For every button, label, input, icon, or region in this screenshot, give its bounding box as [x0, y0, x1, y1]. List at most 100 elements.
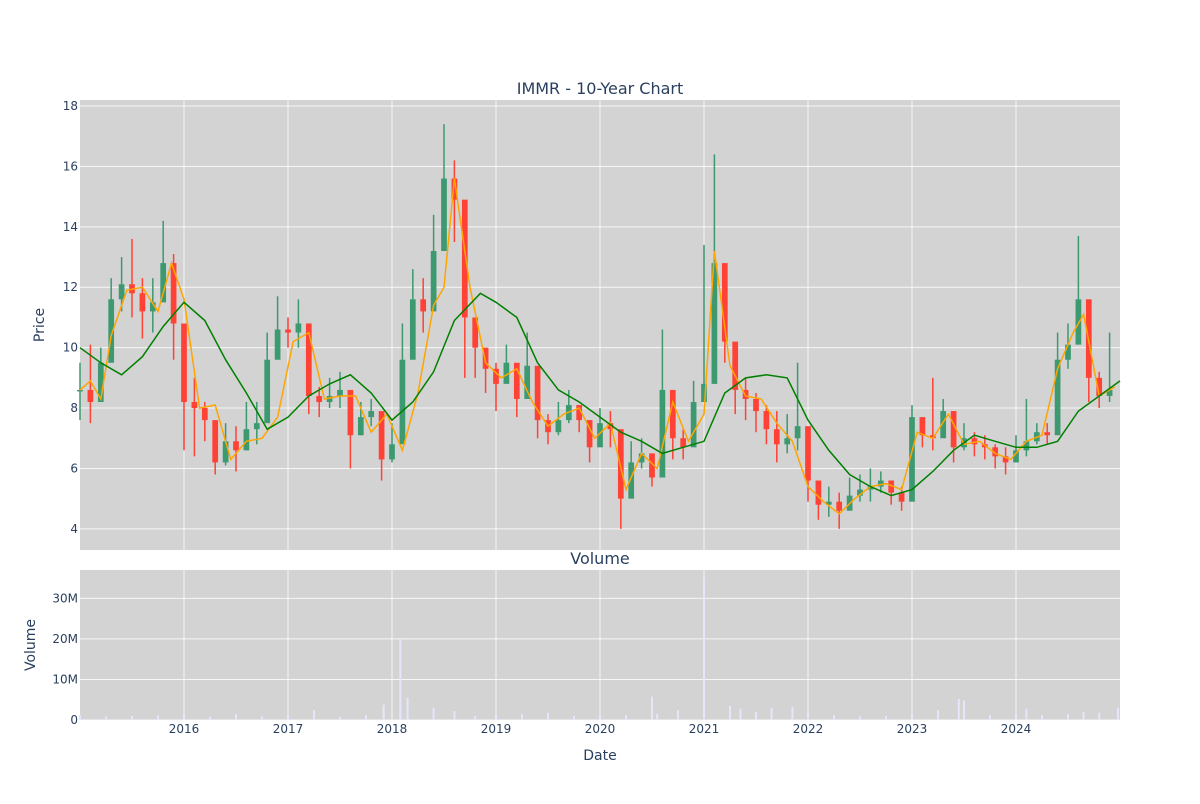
volume-bar — [382, 704, 385, 720]
price-y-tick-label: 12 — [63, 280, 78, 294]
candle-body — [680, 438, 687, 448]
candle-body — [108, 299, 115, 363]
chart-title: IMMR - 10-Year Chart — [517, 79, 684, 98]
candle-body — [628, 462, 635, 499]
candle-body — [97, 362, 104, 403]
candle-body — [690, 402, 697, 448]
candle-body — [389, 444, 395, 460]
volume-bar — [365, 715, 367, 720]
candle-body — [1096, 377, 1103, 396]
volume-bar — [739, 708, 742, 720]
volume-y-tick-label: 20M — [52, 632, 78, 646]
candle-body — [493, 368, 499, 384]
candle-body — [888, 480, 895, 493]
candle-body — [940, 411, 947, 439]
candle-body — [482, 347, 489, 369]
volume-bar — [432, 707, 435, 720]
candle-body — [815, 480, 822, 505]
candle-body — [701, 383, 707, 403]
moving-averages — [79, 178, 1121, 515]
volume-bar — [859, 716, 861, 720]
candle-body — [721, 263, 728, 342]
volume-bar — [957, 698, 960, 720]
volume-bar — [651, 696, 653, 720]
price-y-tick-label: 16 — [63, 159, 78, 173]
volume-bar — [833, 715, 835, 720]
candle-body — [285, 329, 291, 333]
candle-body — [898, 492, 905, 502]
candle-body — [784, 438, 791, 445]
candle-body — [430, 251, 437, 312]
volume-bar — [770, 707, 773, 720]
candle-body — [763, 411, 770, 430]
candle-body — [170, 263, 177, 324]
candle-body — [909, 417, 915, 502]
candle-body — [753, 398, 759, 412]
candle-body — [576, 405, 583, 421]
x-tick-label: 2022 — [793, 722, 824, 736]
price-y-tick-label: 8 — [70, 401, 78, 415]
volume-bar — [235, 713, 237, 720]
candle-body — [836, 501, 843, 511]
candle-body — [929, 435, 936, 439]
candle-body — [971, 438, 978, 445]
candle-body — [617, 429, 624, 499]
volume-bar — [399, 638, 402, 720]
candle-body — [253, 423, 260, 430]
candle-body — [586, 420, 593, 448]
candle-body — [191, 402, 198, 409]
date-axis-title: Date — [583, 748, 616, 764]
volume-bar — [313, 709, 315, 720]
candle-body — [857, 489, 863, 496]
candle-body — [181, 323, 187, 403]
candle-body — [347, 389, 354, 436]
candle-body — [264, 359, 271, 424]
candle-body — [451, 178, 458, 200]
candle-body — [243, 429, 250, 451]
candle-body — [919, 417, 926, 436]
candle-body — [399, 359, 406, 445]
candle-body — [1075, 299, 1082, 345]
candle-body — [337, 389, 343, 396]
candle-body — [1065, 344, 1071, 360]
x-tick-label: 2023 — [897, 722, 928, 736]
volume-y-tick-label: 10M — [52, 672, 78, 686]
volume-bar — [495, 715, 497, 720]
long-moving-average-line — [79, 292, 1121, 497]
candle-body — [513, 362, 520, 399]
volume-bar — [287, 715, 289, 720]
volume-bar — [157, 715, 159, 720]
candle-body — [805, 426, 811, 481]
short-moving-average-line — [79, 178, 1116, 515]
volume-bar — [885, 715, 887, 720]
candle-body — [420, 299, 427, 312]
volume-bar — [131, 715, 133, 720]
candle-body — [357, 417, 364, 436]
candle-body — [295, 323, 302, 333]
volume-bar — [105, 716, 107, 720]
volume-bar — [453, 711, 456, 720]
candle-body — [524, 365, 531, 399]
volume-bar — [521, 713, 523, 720]
volume-bar — [261, 716, 263, 720]
price-y-tick-label: 18 — [63, 99, 78, 113]
x-tick-label: 2024 — [1001, 722, 1032, 736]
candle-body — [503, 362, 510, 384]
candle-body — [160, 263, 167, 303]
volume-bar — [911, 714, 913, 720]
x-tick-label: 2016 — [169, 722, 200, 736]
candle-body — [638, 453, 645, 463]
x-tick-label: 2020 — [585, 722, 616, 736]
candle-body — [1023, 441, 1030, 451]
candle-body — [472, 317, 479, 348]
candle-body — [794, 426, 801, 439]
volume-bar — [1098, 712, 1101, 720]
candles — [77, 124, 1113, 529]
candle-body — [316, 395, 323, 403]
candle-body — [222, 441, 229, 463]
candle-body — [711, 263, 718, 384]
volume-bar — [791, 707, 794, 720]
volume-bar — [547, 712, 549, 720]
